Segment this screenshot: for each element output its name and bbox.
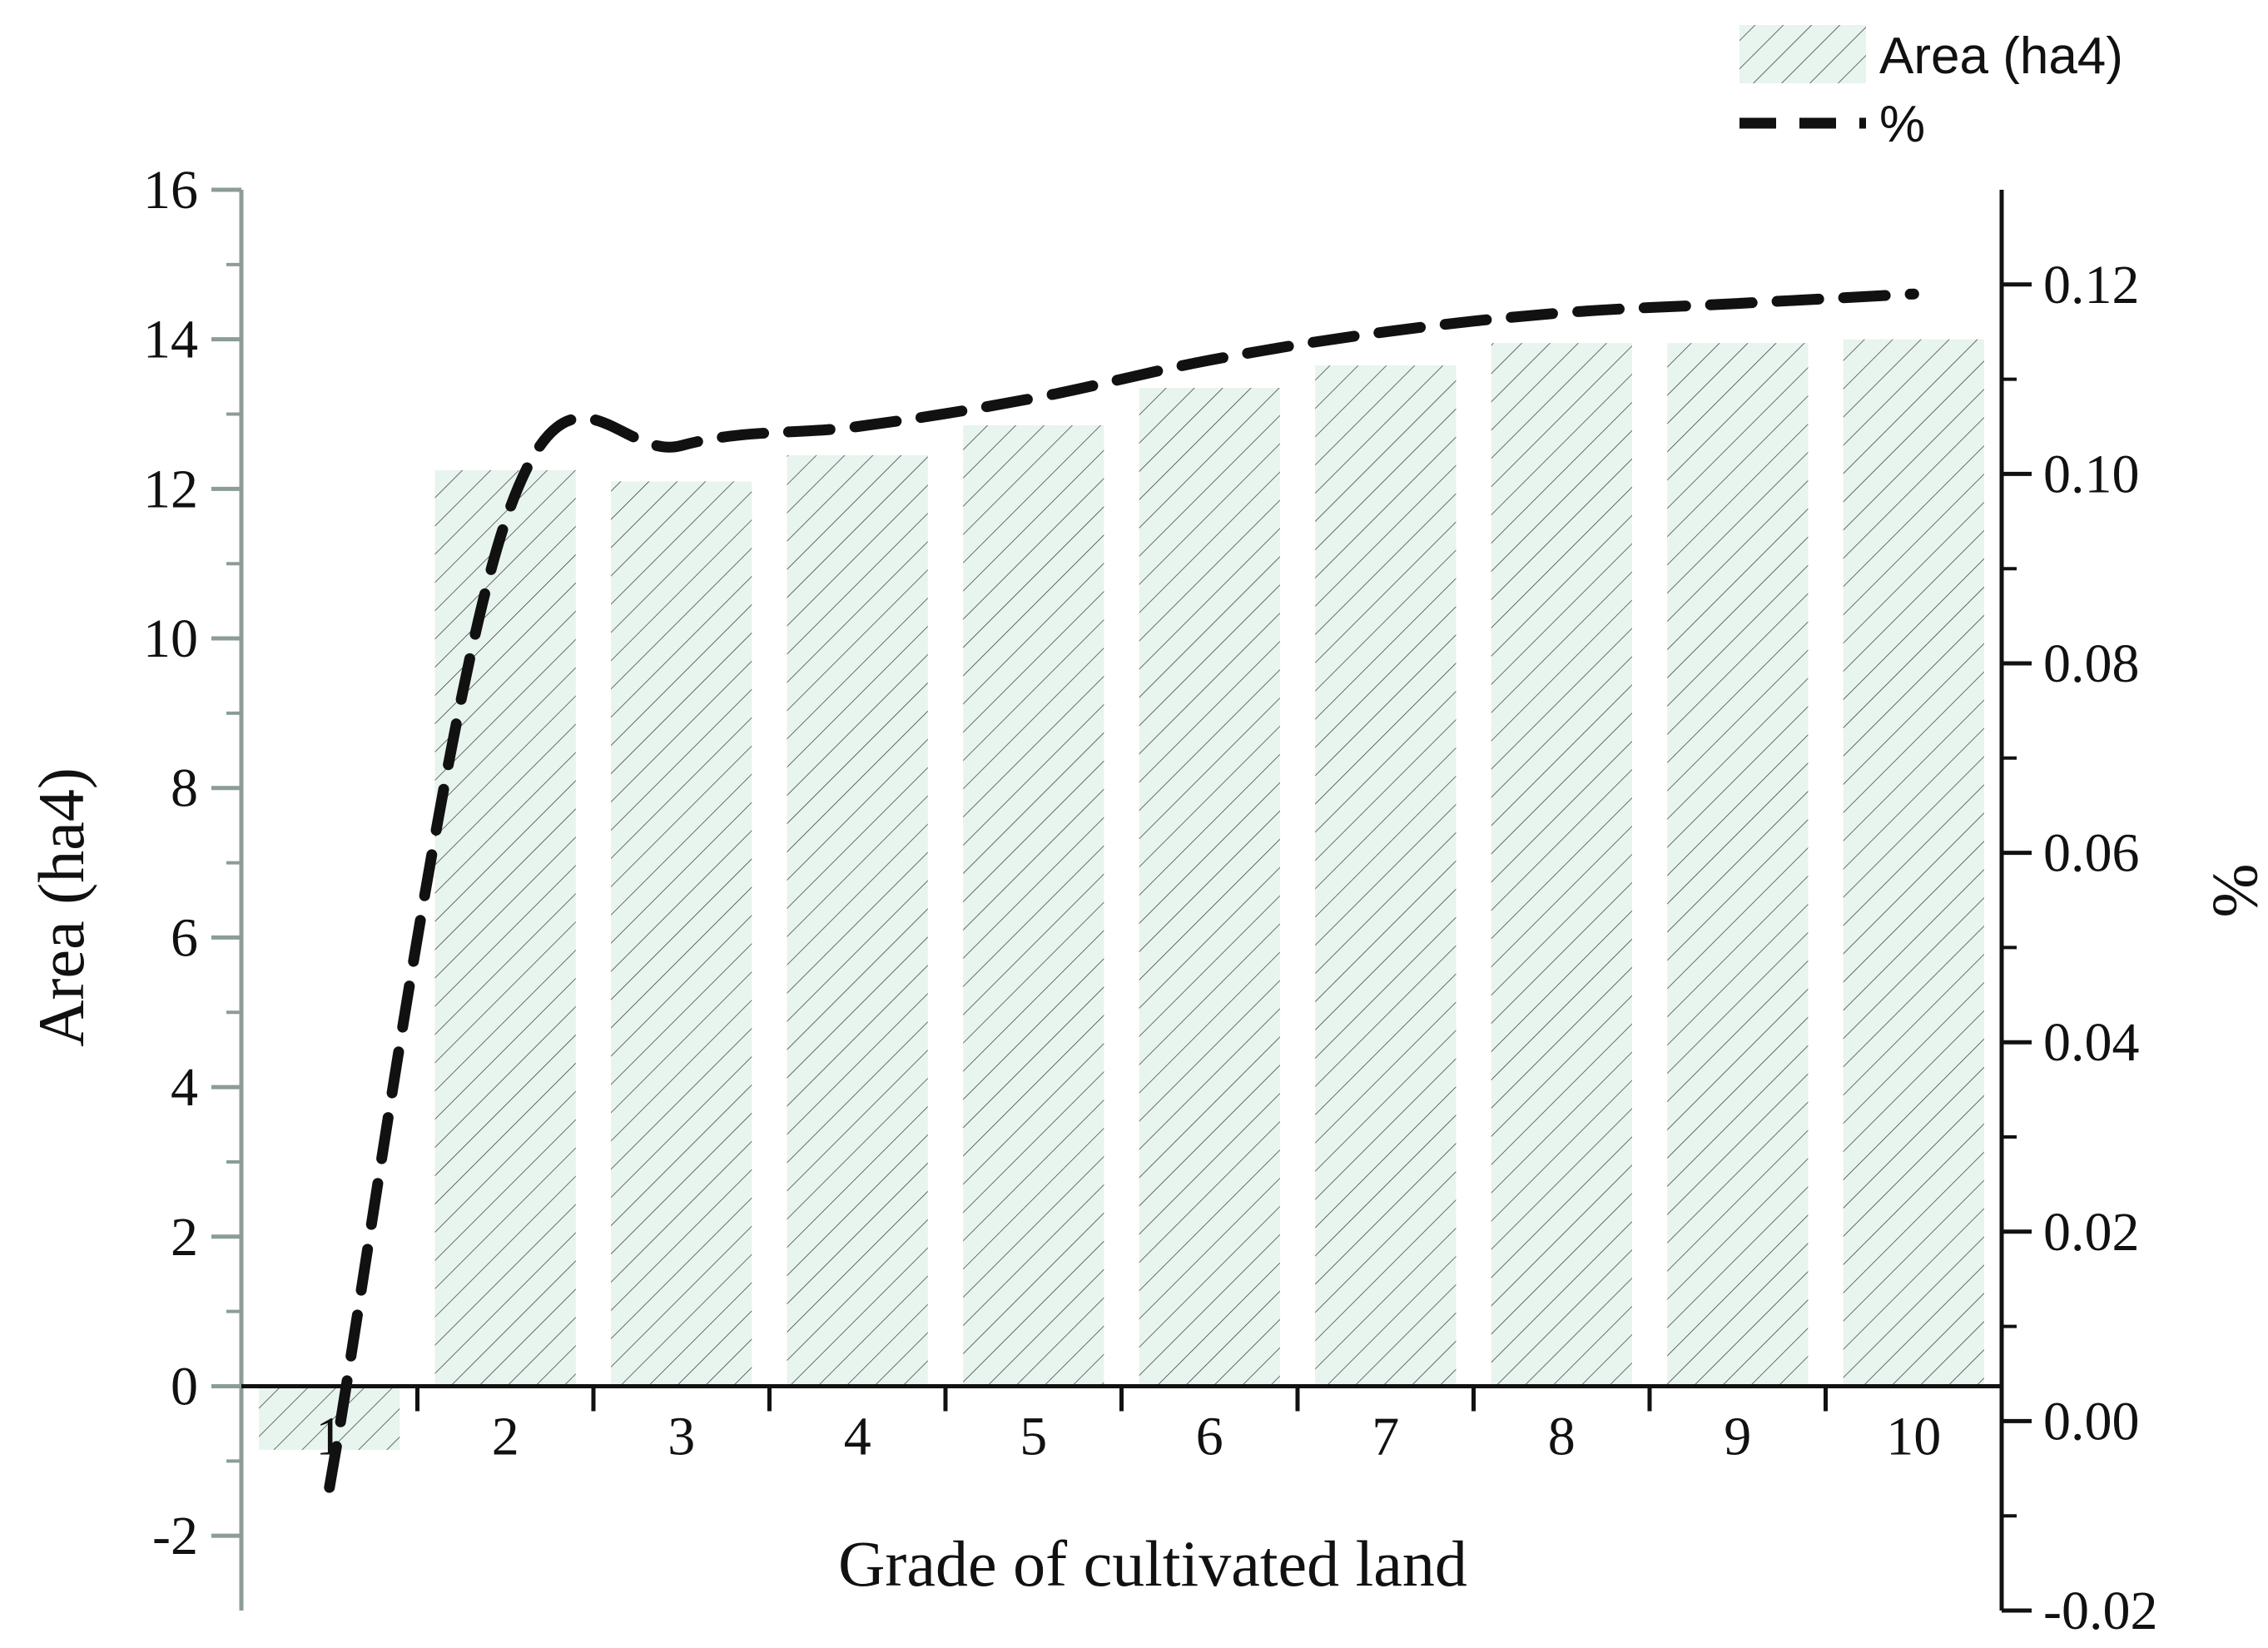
right-tick-label: -0.02: [2043, 1581, 2157, 1641]
left-tick-label: 14: [143, 310, 198, 370]
right-tick-label: 0.00: [2043, 1391, 2140, 1452]
left-tick-label: 0: [171, 1356, 198, 1417]
bar-4: [787, 454, 928, 1387]
bar-8: [1491, 343, 1632, 1387]
x-tick-label: 7: [1372, 1406, 1399, 1467]
bar-9: [1667, 343, 1809, 1387]
left-tick-label: 16: [143, 160, 198, 221]
legend-line-label: %: [1879, 96, 1925, 153]
right-tick-label: 0.02: [2043, 1202, 2140, 1263]
legend-bar-label: Area (ha4): [1879, 27, 2123, 85]
x-tick-label: 4: [844, 1406, 871, 1467]
left-tick-label: 8: [171, 758, 198, 819]
bar-10: [1843, 339, 1984, 1387]
left-y-axis-title: Area (ha4): [25, 767, 97, 1047]
x-tick-label: 9: [1724, 1406, 1751, 1467]
x-tick-label: 10: [1886, 1406, 1941, 1467]
left-tick-label: 12: [143, 459, 198, 519]
right-tick-label: 0.08: [2043, 633, 2140, 694]
left-tick-label: 4: [171, 1057, 198, 1118]
bar-5: [963, 425, 1104, 1387]
left-tick-label: -2: [152, 1506, 198, 1566]
x-tick-label: 1: [315, 1406, 343, 1467]
bars-layer: [259, 339, 1984, 1450]
bar-1: [259, 1386, 400, 1450]
line-layer: [324, 288, 1919, 1493]
right-y-axis-title: %: [2200, 864, 2268, 918]
bar-6: [1139, 388, 1280, 1387]
right-tick-label: 0.12: [2043, 255, 2140, 315]
legend: Area (ha4) %: [1739, 25, 2123, 153]
left-tick-label: 2: [171, 1207, 198, 1268]
left-tick-label: 10: [143, 608, 198, 669]
x-tick-label: 6: [1196, 1406, 1223, 1467]
right-tick-label: 0.06: [2043, 823, 2140, 884]
bar-3: [611, 481, 752, 1387]
x-axis-title: Grade of cultivated land: [838, 1527, 1467, 1600]
right-tick-label: 0.10: [2043, 444, 2140, 504]
bar-7: [1315, 365, 1457, 1387]
percent-line: [324, 288, 1919, 1493]
left-tick-label: 6: [171, 907, 198, 968]
x-tick-label: 2: [492, 1406, 519, 1467]
legend-bar-swatch: [1739, 25, 1866, 83]
ticks-layer: -20246810121416-0.020.000.020.040.060.08…: [143, 160, 2157, 1641]
x-tick-label: 8: [1548, 1406, 1576, 1467]
right-tick-label: 0.04: [2043, 1012, 2140, 1073]
bar-2: [434, 469, 576, 1387]
x-tick-label: 3: [667, 1406, 695, 1467]
x-tick-label: 5: [1020, 1406, 1047, 1467]
